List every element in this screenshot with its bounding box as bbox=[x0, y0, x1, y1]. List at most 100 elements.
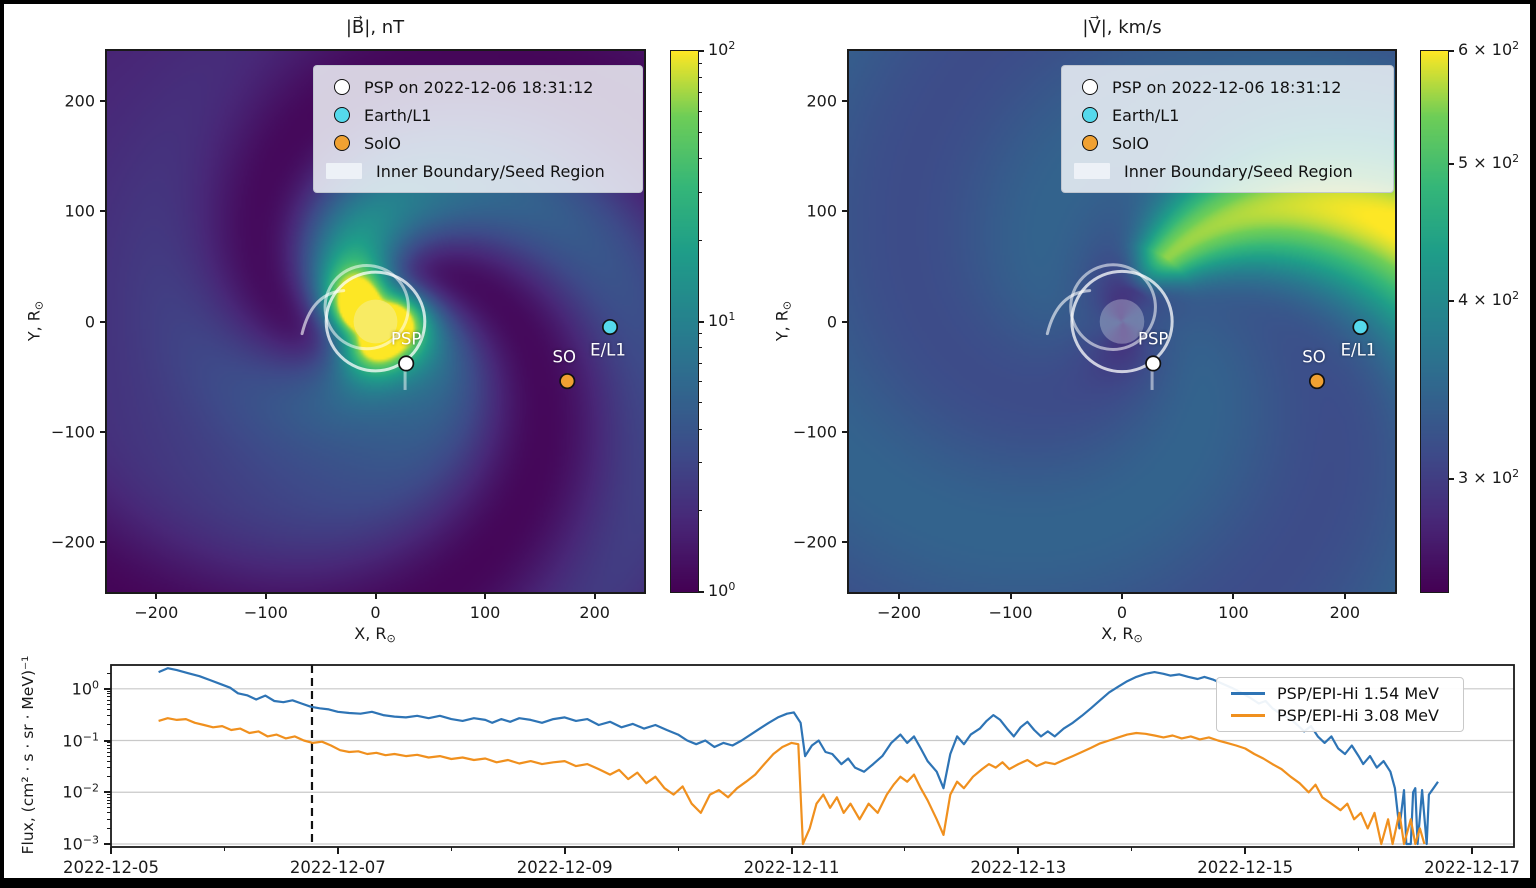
flux-chart bbox=[110, 664, 1515, 848]
flux-xtick-minor bbox=[677, 847, 679, 851]
flux-legend: PSP/EPI-Hi 1.54 MeV PSP/EPI-Hi 3.08 MeV bbox=[1216, 677, 1464, 732]
flux-ytick-minor bbox=[107, 672, 111, 674]
flux-legend-label: PSP/EPI-Hi 1.54 MeV bbox=[1277, 684, 1439, 704]
panel-v-xtick-label: 0 bbox=[1116, 603, 1128, 622]
flux-ytick-minor bbox=[107, 696, 111, 698]
flux-xtick-minor bbox=[1131, 847, 1133, 851]
flux-ytick-minor bbox=[107, 818, 111, 820]
panel-b-cbtick bbox=[698, 50, 704, 52]
panel-b-cbtick-minor bbox=[698, 62, 702, 64]
panel-b-cbtick-minor bbox=[698, 239, 702, 241]
panel-b-legend-item: PSP on 2022-12-06 18:31:12 bbox=[326, 73, 630, 101]
legend-marker-icon bbox=[1082, 107, 1098, 123]
panel-v-xtick bbox=[1009, 592, 1012, 599]
panel-b-cbtick-minor bbox=[698, 462, 702, 464]
panel-b-psp-orbit-circle2 bbox=[323, 264, 410, 351]
flux-ylabel: Flux, (cm² · s · sr · MeV)⁻¹ bbox=[19, 655, 37, 855]
flux-ytick-minor bbox=[107, 724, 111, 726]
flux-ytick-minor bbox=[107, 760, 111, 762]
panel-v-ytick bbox=[842, 541, 849, 544]
flux-ytick bbox=[104, 843, 111, 845]
flux-ytick-minor bbox=[107, 767, 111, 769]
panel-b-xtick-label: 200 bbox=[579, 603, 610, 622]
panel-b-marker-psp bbox=[398, 355, 415, 372]
panel-b-legend-item: Inner Boundary/Seed Region bbox=[326, 157, 630, 185]
legend-line-icon bbox=[1231, 713, 1265, 717]
panel-b-legend: PSP on 2022-12-06 18:31:12 Earth/L1 SolO In… bbox=[313, 65, 643, 193]
flux-xtick-label: 2022-12-09 bbox=[516, 858, 613, 877]
panel-b-xlabel: X, R⊙ bbox=[354, 624, 396, 645]
legend-marker-icon bbox=[1082, 79, 1098, 95]
panel-v-ytick-label: 100 bbox=[806, 201, 837, 221]
flux-ytick-minor bbox=[107, 690, 111, 692]
flux-ytick-minor bbox=[107, 807, 111, 809]
flux-ytick-minor bbox=[107, 827, 111, 829]
panel-v-cbtick-label: 5 × 102 bbox=[1458, 151, 1520, 172]
panel-v-xtick-label: 200 bbox=[1329, 603, 1361, 622]
flux-legend-label: PSP/EPI-Hi 3.08 MeV bbox=[1277, 705, 1439, 725]
flux-xtick-minor bbox=[223, 847, 225, 851]
panel-b-cbtick-minor bbox=[698, 381, 702, 382]
panel-b-ytick-label: −200 bbox=[51, 532, 95, 552]
panel-v-marker-label-psp: PSP bbox=[1138, 329, 1169, 349]
panel-b-title: |B⃗|, nT bbox=[345, 17, 405, 38]
flux-ytick bbox=[104, 687, 111, 690]
flux-series-1 bbox=[158, 717, 1426, 846]
flux-xtick bbox=[790, 847, 793, 854]
flux-xtick-label: 2022-12-17 bbox=[1424, 858, 1520, 877]
panel-v-psp-orbit-circle2 bbox=[1069, 263, 1157, 351]
panel-v-ytick bbox=[842, 320, 849, 323]
panel-b-cbtick-minor bbox=[698, 76, 702, 78]
flux-xtick bbox=[563, 847, 566, 854]
panel-v-cbtick bbox=[1448, 50, 1454, 52]
legend-marker-icon bbox=[334, 79, 350, 95]
panel-b-xtick bbox=[264, 592, 267, 599]
flux-xtick-minor bbox=[904, 847, 906, 851]
panel-b-ytick bbox=[100, 541, 107, 544]
panel-b-cbtick-minor bbox=[698, 131, 702, 133]
flux-ytick bbox=[104, 791, 111, 794]
panel-b-seed-region bbox=[353, 299, 398, 344]
flux-legend-item: PSP/EPI-Hi 3.08 MeV bbox=[1227, 705, 1453, 727]
panel-b-legend-item: SolO bbox=[326, 129, 630, 157]
panel-b-ytick bbox=[100, 320, 107, 323]
panel-b-legend-label: Inner Boundary/Seed Region bbox=[376, 161, 605, 181]
panel-b-xtick-label: 0 bbox=[370, 603, 381, 622]
panel-b-ytick bbox=[100, 99, 107, 102]
panel-b-cbtick-minor bbox=[698, 333, 702, 335]
figure: |B⃗|, nT |V⃗|, km/s X, R⊙ X, R⊙ Y, R⊙ Y,… bbox=[4, 4, 1530, 878]
flux-ytick-minor bbox=[107, 699, 111, 701]
panel-b-cbtick-minor bbox=[698, 347, 702, 349]
flux-xtick-label: 2022-12-13 bbox=[970, 858, 1067, 877]
legend-marker-icon bbox=[334, 135, 350, 151]
flux-xtick bbox=[336, 847, 339, 854]
panel-b-xtick bbox=[484, 592, 487, 599]
panel-v-ytick-label: −100 bbox=[793, 422, 837, 442]
panel-b-marker-label-psp: PSP bbox=[390, 329, 422, 349]
panel-v-xtick bbox=[1121, 592, 1123, 599]
panel-b-xtick bbox=[374, 592, 377, 599]
panel-v-marker-solo bbox=[1308, 373, 1326, 390]
panel-v-xtick-label: −100 bbox=[988, 603, 1033, 622]
panel-v-legend-item: SolO bbox=[1074, 129, 1381, 157]
panel-v-legend-item: PSP on 2022-12-06 18:31:12 bbox=[1074, 73, 1381, 101]
flux-axes-spines bbox=[110, 664, 1515, 848]
panel-b-xtick-label: 100 bbox=[469, 603, 501, 622]
panel-b-marker-label-solo: SO bbox=[552, 347, 577, 367]
heatmap-b-overlay bbox=[300, 264, 619, 390]
panel-v-xtick-label: −200 bbox=[877, 603, 922, 622]
panel-b-cbtick-minor bbox=[698, 92, 702, 94]
panel-v-legend-label: Inner Boundary/Seed Region bbox=[1124, 161, 1353, 181]
flux-ytick bbox=[104, 739, 111, 742]
flux-ytick-minor bbox=[107, 776, 111, 778]
flux-xtick bbox=[1244, 847, 1247, 854]
panel-v-ytick-label: 0 bbox=[826, 312, 837, 331]
panel-v-xtick bbox=[898, 592, 901, 599]
colorbar-v bbox=[1420, 50, 1449, 593]
flux-ytick-minor bbox=[107, 745, 111, 747]
panel-v-cbtick-label: 6 × 102 bbox=[1458, 39, 1520, 59]
panel-v-xtick bbox=[1232, 592, 1235, 599]
panel-b-ytick bbox=[100, 430, 107, 433]
panel-b-trajectory-tail bbox=[300, 289, 346, 336]
panel-v-marker-psp bbox=[1145, 355, 1162, 372]
